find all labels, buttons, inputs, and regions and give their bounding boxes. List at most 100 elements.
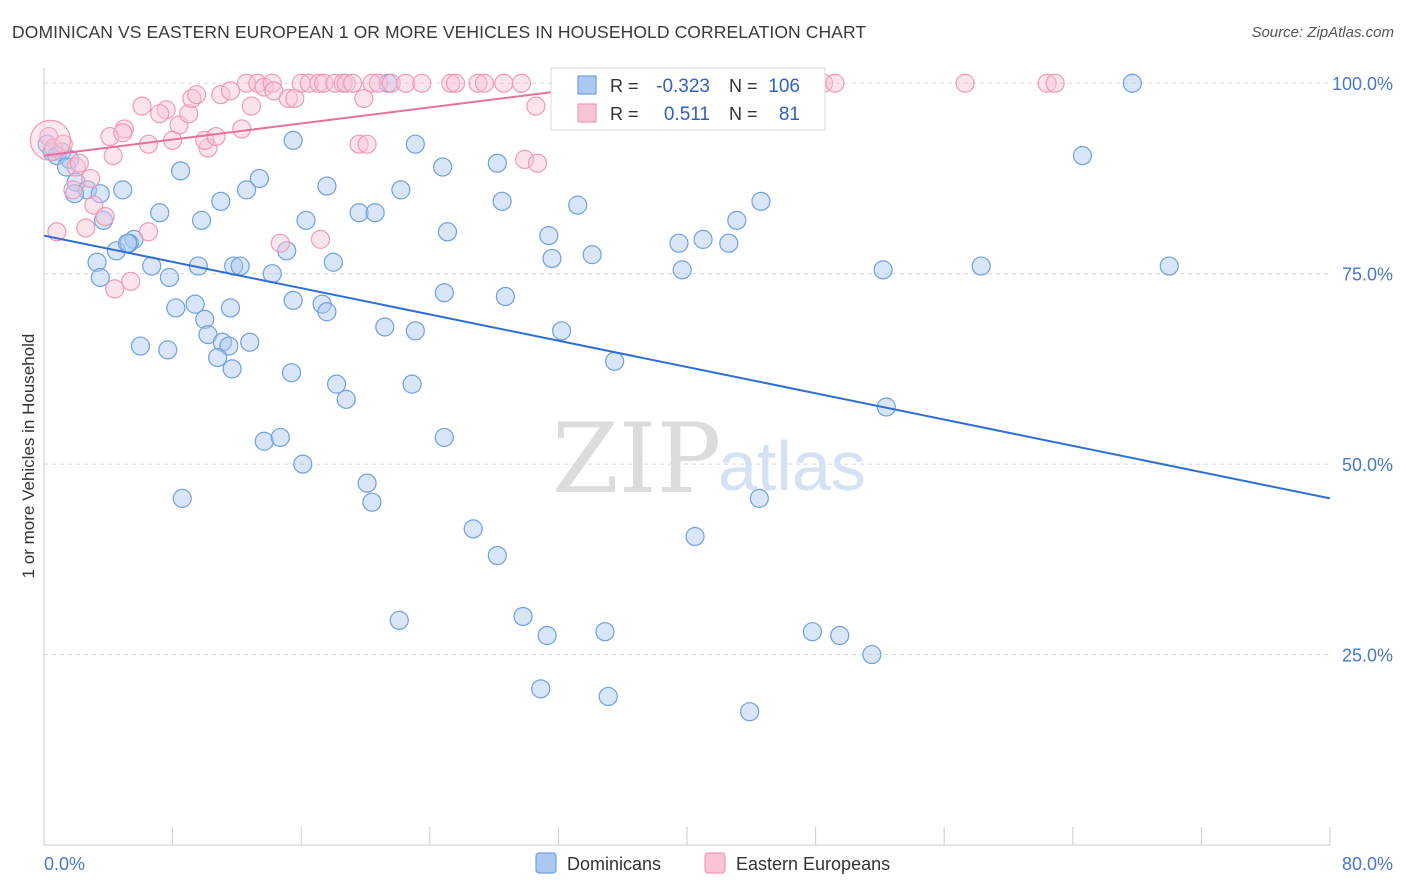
- dominicans-point-85: [434, 427, 454, 448]
- dominicans-point-45: [1072, 146, 1093, 166]
- dominicans-point-82: [293, 454, 313, 474]
- dominicans-point-79: [222, 359, 242, 379]
- dominicans-point-90: [487, 545, 507, 566]
- eastern-europeans-point-7: [95, 206, 115, 227]
- dominicans-point-17: [171, 161, 191, 181]
- dominicans-point-34: [542, 248, 562, 269]
- dominicans-point-36: [582, 245, 602, 265]
- stats-r-label-2: R =: [610, 104, 639, 124]
- eastern-europeans-point-76: [270, 233, 290, 253]
- eastern-europeans-point-79: [357, 134, 377, 154]
- dominicans-point-37: [669, 233, 689, 253]
- stats-n-label-2: N =: [729, 104, 758, 124]
- dominicans-points: [37, 73, 1179, 722]
- eastern-europeans-points: [29, 73, 1065, 299]
- eastern-europeans-trend-line: [43, 82, 623, 157]
- eastern-europeans-point-53: [468, 73, 488, 93]
- eastern-europeans-point-26: [211, 85, 231, 105]
- dominicans-point-12: [87, 252, 107, 272]
- dominicans-point-29: [433, 157, 453, 177]
- dominicans-point-46: [1159, 256, 1179, 276]
- eastern-europeans-point-27: [220, 81, 241, 101]
- dominicans-trend-line: [43, 234, 1331, 500]
- y-tick-label-1: 50.0%: [1342, 455, 1393, 475]
- dominicans-point-55: [185, 294, 205, 314]
- dominicans-point-5: [56, 157, 77, 177]
- eastern-europeans-point-58: [515, 149, 535, 170]
- eastern-europeans-point-40: [314, 73, 334, 93]
- dominicans-point-70: [405, 321, 425, 341]
- stats-swatch-blue: [577, 75, 597, 95]
- dominicans-point-24: [323, 252, 343, 272]
- dominicans-point-64: [130, 336, 151, 356]
- stats-swatch-pink: [577, 103, 597, 123]
- x-tick-labels: 0.0% 80.0%: [44, 854, 1393, 874]
- dominicans-point-89: [463, 519, 483, 539]
- legend-swatch-dominicans: [535, 852, 557, 874]
- dominicans-point-80: [254, 431, 274, 451]
- dominicans-point-93: [513, 606, 533, 627]
- eastern-europeans-point-54: [474, 73, 495, 93]
- stats-r-value-1: -0.323: [656, 76, 710, 97]
- eastern-europeans-point-59: [527, 153, 548, 173]
- eastern-europeans-point-8: [76, 218, 96, 238]
- legend-label-dominicans: Dominicans: [567, 854, 661, 874]
- eastern-europeans-point-55: [494, 73, 514, 93]
- stats-box-frame: [550, 67, 826, 131]
- eastern-europeans-point-28: [232, 119, 252, 139]
- source-credit: Source: ZipAtlas.com: [1251, 24, 1394, 41]
- dominicans-point-96: [802, 622, 822, 642]
- dominicans-point-38: [693, 229, 713, 249]
- legend-label-eastern-europeans: Eastern Europeans: [736, 854, 890, 874]
- dominicans-point-59: [240, 332, 260, 352]
- dominicans-point-65: [158, 340, 178, 360]
- dominicans-point-106: [117, 233, 138, 253]
- dominicans-point-23: [296, 210, 316, 230]
- y-tick-label-0: 25.0%: [1342, 646, 1393, 666]
- dominicans-point-102: [405, 134, 425, 154]
- dominicans-point-97: [830, 625, 850, 646]
- dominicans-point-42: [751, 191, 771, 211]
- eastern-europeans-point-5: [63, 180, 83, 200]
- eastern-europeans-point-78: [349, 134, 369, 154]
- dominicans-point-49: [159, 267, 179, 288]
- dominicans-point-91: [685, 526, 705, 547]
- dominicans-point-43: [873, 260, 893, 280]
- dominicans-point-25: [317, 176, 337, 196]
- dominicans-point-20: [236, 180, 257, 200]
- dominicans-point-30: [437, 222, 458, 242]
- trend-lines: [43, 82, 1331, 500]
- dominicans-point-39: [672, 260, 692, 280]
- y-tick-label-2: 75.0%: [1342, 265, 1393, 285]
- watermark: ZIP atlas: [552, 403, 866, 515]
- eastern-europeans-point-43: [336, 73, 356, 93]
- dominicans-point-54: [277, 241, 297, 261]
- dominicans-point-98: [862, 644, 882, 665]
- eastern-europeans-point-4: [81, 168, 101, 189]
- eastern-europeans-point-75: [121, 271, 141, 291]
- dominicans-point-63: [208, 347, 228, 368]
- eastern-europeans-point-3: [66, 157, 86, 177]
- eastern-europeans-point-77: [310, 229, 331, 249]
- dominicans-point-100: [598, 686, 618, 707]
- eastern-europeans-point-69: [825, 73, 845, 93]
- eastern-europeans-point-80: [69, 153, 89, 173]
- dominicans-point-71: [434, 283, 454, 303]
- dominicans-point-76: [326, 374, 347, 394]
- dominicans-point-92: [389, 610, 409, 630]
- y-tick-labels: 25.0% 50.0% 75.0% 100.0%: [1332, 74, 1393, 665]
- stats-r-label-1: R =: [610, 76, 639, 96]
- eastern-europeans-point-25: [206, 126, 226, 147]
- dominicans-point-78: [402, 374, 422, 394]
- dominicans-point-95: [595, 622, 615, 642]
- stats-box: R = -0.323 N = 106 R = 0.511 N = 81: [550, 67, 826, 131]
- dominicans-point-10: [90, 184, 110, 204]
- dominicans-point-47: [90, 267, 110, 288]
- eastern-europeans-point-74: [105, 279, 125, 299]
- eastern-europeans-point-22: [187, 85, 207, 105]
- dominicans-point-8: [113, 180, 133, 200]
- dominicans-point-40: [719, 233, 739, 253]
- eastern-europeans-point-13: [113, 123, 133, 143]
- dominicans-point-84: [362, 492, 382, 512]
